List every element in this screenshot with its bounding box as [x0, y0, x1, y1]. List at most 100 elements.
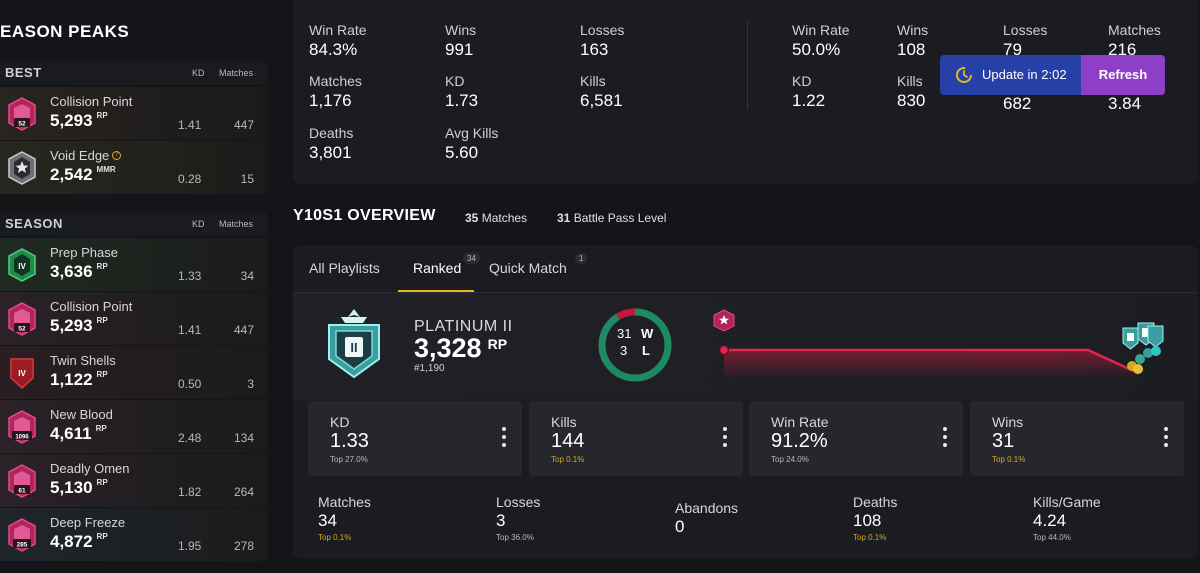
overview-title: Y10S1 OVERVIEW	[293, 207, 436, 224]
stat-kd-2: KD 1.22	[792, 73, 826, 110]
stat-kills: Kills 6,581	[580, 73, 623, 110]
playlist-name: New Blood	[50, 407, 113, 422]
stat-wins-2: Wins 108	[897, 22, 929, 59]
tab-ranked[interactable]: Ranked	[413, 260, 462, 276]
stat-losses-2: Losses 79	[1003, 22, 1048, 59]
stat-matches: Matches 1,176	[309, 73, 362, 110]
kd-header: KD	[192, 68, 205, 78]
more-options-icon[interactable]	[1164, 427, 1168, 449]
more-options-icon[interactable]	[502, 427, 506, 449]
rank-value: 2,542 MMR	[50, 165, 116, 184]
stat-third-2: 682	[1003, 94, 1032, 113]
stat-deaths: Deaths 3,801	[309, 125, 354, 162]
kd-value: 0.28	[178, 172, 202, 186]
svg-text:52: 52	[18, 326, 26, 333]
stat-win-rate-2: Win Rate 50.0%	[792, 22, 850, 59]
rank-value: 3,636 RP	[50, 262, 108, 281]
svg-text:61: 61	[18, 488, 26, 495]
playlist-name: Twin Shells	[50, 353, 116, 368]
overview-matches: 35 Matches	[465, 211, 528, 225]
rank-badge-icon: IV	[10, 358, 34, 390]
season-item-prep-phase[interactable]: IV Prep Phase 3,636 RP 1.33 34	[0, 238, 268, 291]
best-section-header: BEST KD Matches	[0, 61, 268, 85]
rp-start-point	[718, 344, 730, 356]
rank-badge-icon: 285	[8, 518, 36, 552]
rank-rp: 3,328 RP	[414, 333, 508, 363]
best-item-void-edge[interactable]: Void Edge? 2,542 MMR 0.28 15	[0, 141, 268, 194]
kd-value: 0.50	[178, 377, 202, 391]
playlist-name: Collision Point	[50, 299, 133, 314]
bottom-stat-deaths: Deaths 108 Top 0.1%	[853, 494, 898, 542]
wins-count: 31	[617, 326, 632, 341]
refresh-button[interactable]: Refresh	[1081, 55, 1165, 95]
svg-text:285: 285	[17, 542, 28, 549]
rp-area	[724, 350, 1138, 377]
rank-panel: II PLATINUM II 3,328 RP #1,190 31 W 3 L	[293, 293, 1198, 399]
rank-value: 1,122 RP	[50, 370, 108, 389]
update-countdown: Update in 2:02	[982, 67, 1067, 82]
kd-value: 1.82	[178, 485, 202, 499]
svg-text:IV: IV	[18, 262, 26, 271]
overview-battle-pass: 31 Battle Pass Level	[557, 211, 667, 225]
bottom-stat-kills-per-game: Kills/Game 4.24 Top 44.0%	[1033, 494, 1101, 542]
rp-line	[724, 348, 1139, 375]
svg-text:1096: 1096	[15, 435, 29, 441]
stat-kd: KD 1.73	[445, 73, 479, 110]
matches-value: 278	[233, 539, 254, 553]
season-item-deep-freeze[interactable]: 285 Deep Freeze 4,872 RP 1.95 278	[0, 508, 268, 561]
matches-value: 447	[233, 323, 254, 337]
rank-value: 5,293 RP	[50, 111, 108, 130]
stat-fourth-2: 3.84	[1108, 94, 1142, 113]
bottom-stat-losses: Losses 3 Top 36.0%	[496, 494, 541, 542]
update-toast: Update in 2:02 Refresh	[940, 55, 1165, 95]
season-label: SEASON	[5, 216, 63, 231]
kd-value: 1.41	[178, 118, 202, 132]
stat-win-rate: Win Rate 84.3%	[309, 22, 367, 59]
kd-value: 1.33	[178, 269, 202, 283]
stat-wins: Wins 991	[445, 22, 477, 59]
tab-quick-match[interactable]: Quick Match	[489, 260, 567, 276]
rank-value: 4,611 RP	[50, 424, 107, 443]
matches-value: 264	[233, 485, 254, 499]
more-options-icon[interactable]	[723, 427, 727, 449]
stat-box-wins: Wins 31 Top 0.1%	[970, 401, 1184, 476]
rank-value: 4,872 RP	[50, 532, 108, 551]
season-item-twin-shells[interactable]: IV Twin Shells 1,122 RP 0.50 3	[0, 346, 268, 399]
season-item-new-blood[interactable]: 1096 New Blood 4,611 RP 2.48 134	[0, 400, 268, 453]
season-item-collision-point[interactable]: 52 Collision Point 5,293 RP 1.41 447	[0, 292, 268, 345]
best-label: BEST	[5, 65, 42, 80]
matches-header: Matches	[219, 68, 254, 78]
svg-text:II: II	[350, 340, 357, 355]
info-icon[interactable]: ?	[112, 151, 122, 160]
rank-badge-icon: 52	[8, 97, 36, 131]
rank-position: #1,190	[414, 363, 445, 374]
matches-value: 134	[233, 431, 254, 445]
losses-count: 3	[620, 343, 628, 358]
stat-losses: Losses 163	[580, 22, 625, 59]
tab-quick-match-count: 1	[575, 253, 588, 264]
win-loss-ring	[598, 308, 672, 382]
win-arc	[598, 308, 672, 382]
matches-value: 15	[240, 172, 254, 186]
best-item-collision-point[interactable]: 52 Collision Point 5,293 RP 1.41 447	[0, 87, 268, 140]
stat-matches-2: Matches 216	[1108, 22, 1161, 59]
kd-value: 1.95	[178, 539, 202, 553]
start-rank-icon	[713, 309, 735, 332]
rank-badge-icon: 52	[8, 302, 36, 336]
active-tab-indicator	[398, 290, 474, 292]
rank-badge-icon: 61	[8, 464, 36, 498]
season-item-deadly-omen[interactable]: 61 Deadly Omen 5,130 RP 1.82 264	[0, 454, 268, 507]
more-options-icon[interactable]	[943, 427, 947, 449]
kd-value: 2.48	[178, 431, 202, 445]
playlist-name: Collision Point	[50, 94, 133, 109]
season-peaks-sidebar: EASON PEAKS BEST KD Matches 52 Collision…	[0, 0, 268, 573]
season-section-header: SEASON KD Matches	[0, 212, 268, 236]
rank-value: 5,293 RP	[50, 316, 108, 335]
rank-name: PLATINUM II	[414, 318, 513, 335]
matches-value: 447	[233, 118, 254, 132]
lifetime-stats-card: Win Rate 84.3% Wins 991 Losses 163 Matches 1…	[293, 0, 1198, 184]
platinum-rank-icon: II	[328, 309, 380, 379]
end-rank-icons	[1122, 322, 1164, 374]
tab-all-playlists[interactable]: All Playlists	[309, 260, 380, 276]
rank-badge-icon: IV	[8, 248, 36, 282]
